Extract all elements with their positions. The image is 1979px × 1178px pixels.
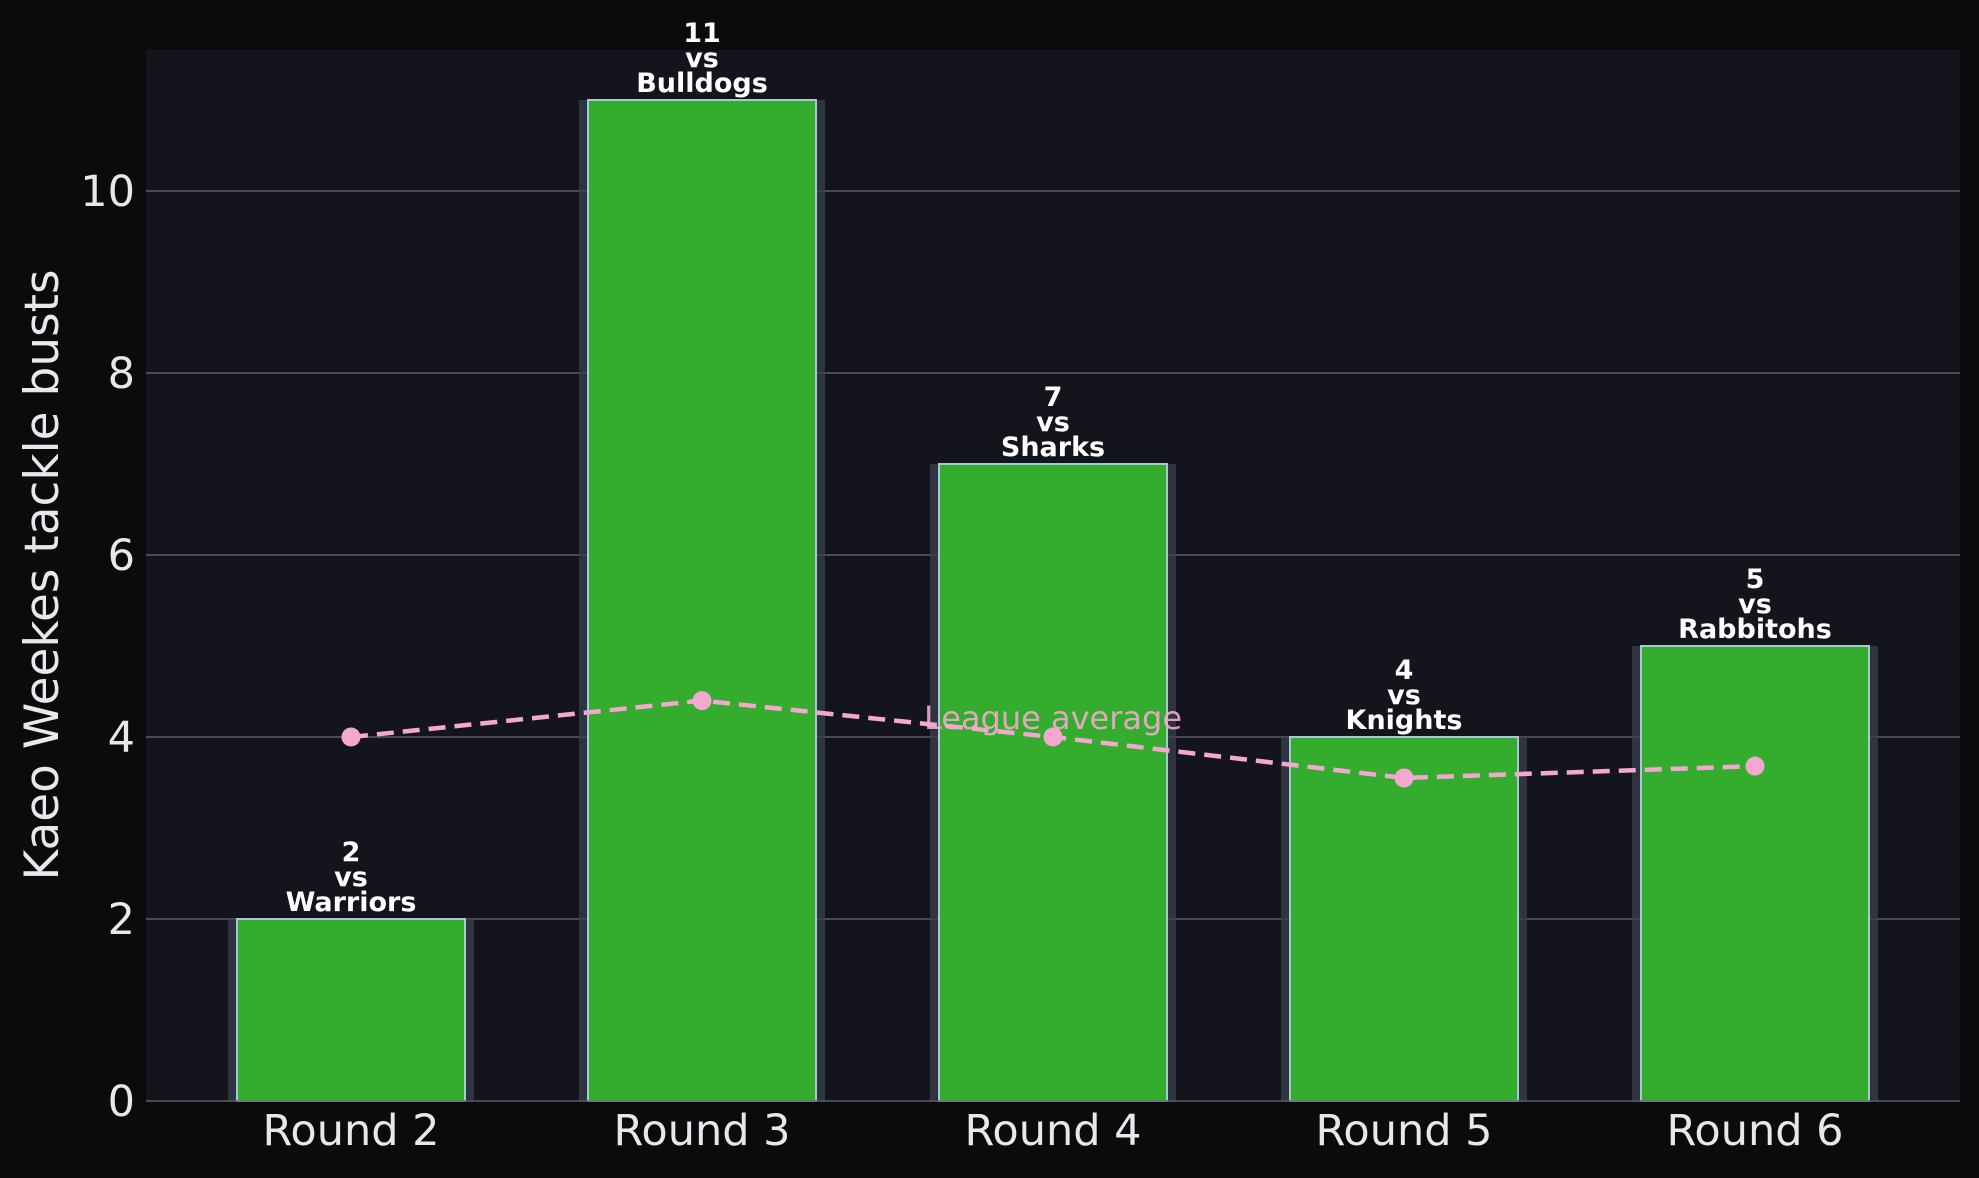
bar-value-label: 11 [683,18,721,49]
bar-value-label: 4 [1395,655,1414,686]
y-tick-label: 4 [108,713,135,763]
x-tick-label: Round 4 [964,1106,1141,1156]
bar-value-label: vs [1387,680,1421,711]
bar-value-label: Warriors [286,887,417,918]
average-point [341,727,361,747]
bar [587,99,817,1102]
bar-value-label: vs [334,862,368,893]
average-line: League average [341,691,1765,788]
average-point [692,691,712,711]
bar-value-label: 5 [1746,564,1765,595]
bar-value-label: Sharks [1001,432,1105,463]
axes: 0 2 4 6 8 10 Round 2 Round 3 Round 4 Round 5 Round… [80,167,1960,1156]
bar-value-label: vs [1738,589,1772,620]
bar-value-label: vs [1036,407,1070,438]
average-point [1394,768,1414,788]
y-tick-label: 2 [108,895,135,945]
average-line-label: League average [924,699,1182,737]
bar-value-label: 2 [342,837,361,868]
x-tick-label: Round 5 [1315,1106,1492,1156]
bar [236,918,466,1102]
x-tick-label: Round 3 [613,1106,790,1156]
y-tick-label: 0 [108,1077,135,1127]
x-tick-label: Round 2 [262,1106,439,1156]
average-point [1043,727,1063,747]
bar-value-label: vs [685,43,719,74]
y-axis-label: Kaeo Weekes tackle busts [15,269,70,880]
y-tick-label: 6 [108,531,135,581]
y-tick-label: 10 [80,167,135,217]
bar-value-label: Knights [1346,705,1463,736]
average-point [1745,756,1765,776]
bar [1640,645,1870,1102]
bar-value-label: Bulldogs [636,68,768,99]
bar [1289,736,1519,1102]
bar-value-label: Rabbitohs [1678,614,1832,645]
bar-value-label: 7 [1044,382,1063,413]
bars [228,99,1878,1102]
y-tick-label: 8 [108,349,135,399]
bar [938,463,1168,1102]
bar-labels: 2vsWarriors11vsBulldogs7vsSharks4vsKnigh… [286,18,1832,918]
x-tick-label: Round 6 [1666,1106,1843,1156]
